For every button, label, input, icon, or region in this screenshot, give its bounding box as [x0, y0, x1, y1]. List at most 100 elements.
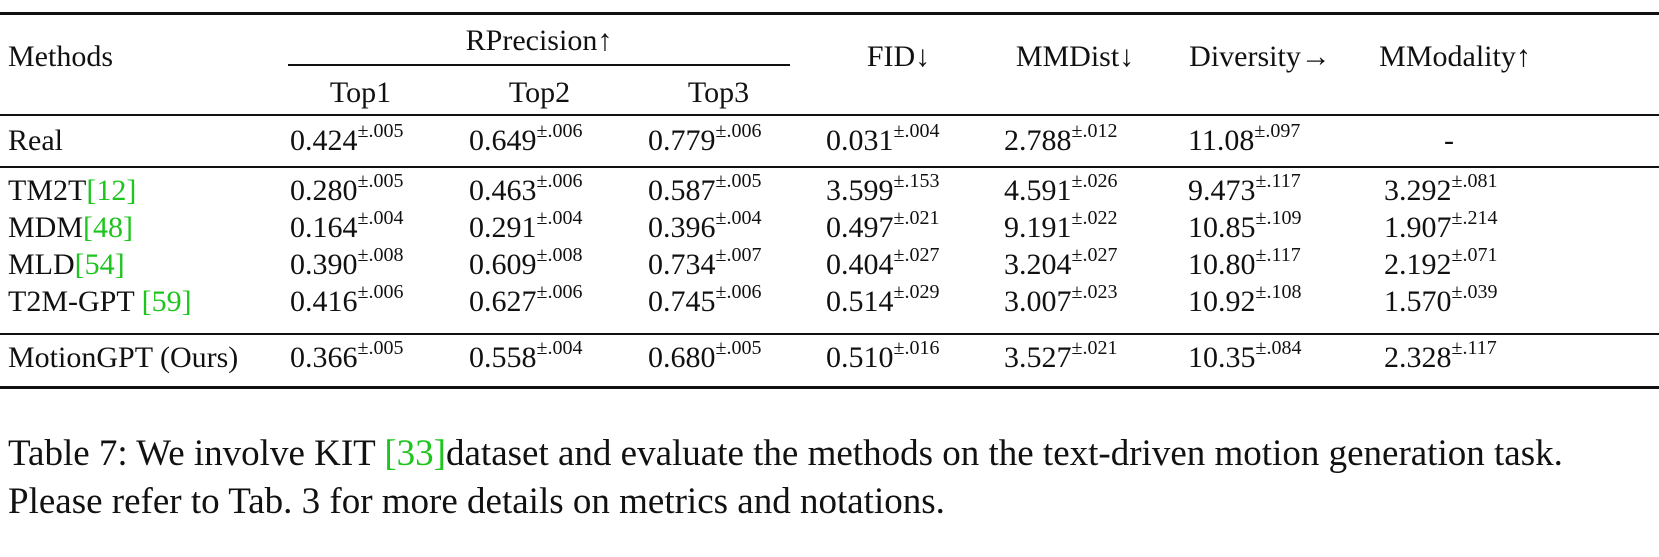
method-name: MDM — [8, 211, 84, 244]
cell-std: ±.004 — [893, 120, 940, 142]
cell-std: ±.097 — [1254, 120, 1301, 142]
cell-std: ±.006 — [536, 281, 583, 303]
cell-value: 11.08 — [1188, 124, 1255, 157]
cell-value: 0.424 — [290, 124, 358, 157]
cell-std: ±.005 — [357, 170, 404, 192]
table-cell: 0.366±.005 — [290, 338, 403, 375]
table-cell: 0.291±.004 — [469, 208, 582, 245]
cell-std: ±.108 — [1255, 281, 1302, 303]
table-cell: 10.35±.084 — [1188, 338, 1301, 375]
cell-std: ±.005 — [715, 337, 762, 359]
table-cell: 0.164±.004 — [290, 208, 403, 245]
table-cell: 0.627±.006 — [469, 282, 582, 319]
cell-value: 0.497 — [826, 211, 894, 244]
cell-std: ±.006 — [536, 120, 583, 142]
cell-std: ±.109 — [1255, 207, 1302, 229]
table-cell: 0.558±.004 — [469, 338, 582, 375]
caption-prefix: Table 7: We involve KIT — [8, 433, 385, 474]
method-citation: [59] — [141, 285, 192, 318]
table-cell: 0.779±.006 — [648, 121, 761, 158]
method-citation: [12] — [86, 174, 137, 207]
caption-rest: dataset and evaluate the methods on the … — [8, 433, 1563, 522]
cell-value: 0.587 — [648, 174, 716, 207]
cell-std: ±.016 — [893, 337, 940, 359]
row-method: Real — [8, 124, 63, 158]
cell-std: ±.022 — [1071, 207, 1118, 229]
table-cell: 3.527±.021 — [1004, 338, 1117, 375]
header-mmdist: MMDist↓ — [1015, 40, 1135, 73]
table-cell: 0.416±.006 — [290, 282, 403, 319]
cell-std: ±.081 — [1451, 170, 1498, 192]
cell-std: ±.007 — [715, 244, 762, 266]
cell-std: ±.214 — [1451, 207, 1498, 229]
table-cell: 2.788±.012 — [1004, 121, 1117, 158]
cell-value: 9.191 — [1004, 211, 1072, 244]
cell-value: 0.463 — [469, 174, 537, 207]
table-cell: 2.192±.071 — [1384, 245, 1497, 282]
header-mmodality: MModality↑ — [1379, 40, 1531, 73]
cell-value: 0.396 — [648, 211, 716, 244]
cell-value: - — [1444, 124, 1454, 157]
method-name: MotionGPT (Ours) — [8, 341, 239, 374]
cell-std: ±.008 — [357, 244, 404, 266]
row-method: T2M-GPT [59] — [8, 285, 192, 319]
top-rule — [0, 12, 1659, 15]
table-cell: 0.510±.016 — [826, 338, 939, 375]
table-cell: 2.328±.117 — [1384, 338, 1497, 375]
method-name: Real — [8, 124, 63, 157]
cell-std: ±.006 — [536, 170, 583, 192]
cell-value: 0.514 — [826, 285, 894, 318]
table-cell: 0.396±.004 — [648, 208, 761, 245]
table-cell: 0.649±.006 — [469, 121, 582, 158]
cell-value: 3.599 — [826, 174, 894, 207]
method-name: T2M-GPT — [8, 285, 142, 318]
cell-value: 4.591 — [1004, 174, 1072, 207]
header-top1: Top1 — [329, 76, 392, 109]
row-method: MLD[54] — [8, 248, 125, 282]
cell-value: 3.204 — [1004, 248, 1072, 281]
table-cell: 3.007±.023 — [1004, 282, 1117, 319]
table-cell: 10.92±.108 — [1188, 282, 1301, 319]
cell-value: 10.92 — [1188, 285, 1256, 318]
header-rule — [0, 114, 1659, 116]
method-citation: [48] — [83, 211, 133, 244]
cell-std: ±.004 — [536, 207, 583, 229]
cell-value: 9.473 — [1188, 174, 1256, 207]
baselines-rule — [0, 333, 1659, 335]
table-cell: 9.473±.117 — [1188, 171, 1301, 208]
cell-std: ±.029 — [893, 281, 940, 303]
caption-citation: [33] — [384, 433, 446, 474]
table-cell: 9.191±.022 — [1004, 208, 1117, 245]
cell-std: ±.004 — [715, 207, 762, 229]
bottom-rule — [0, 386, 1659, 389]
cell-value: 0.779 — [648, 124, 716, 157]
cell-std: ±.039 — [1451, 281, 1498, 303]
table-cell: 0.390±.008 — [290, 245, 403, 282]
method-name: TM2T — [8, 174, 87, 207]
cell-value: 0.649 — [469, 124, 537, 157]
cell-value: 0.390 — [290, 248, 358, 281]
cell-value: 0.366 — [290, 341, 358, 374]
cell-value: 0.510 — [826, 341, 894, 374]
table-cell: 10.80±.117 — [1188, 245, 1301, 282]
cell-value: 0.745 — [648, 285, 716, 318]
table-cell: 11.08±.097 — [1188, 121, 1300, 158]
table-cell: 1.907±.214 — [1384, 208, 1497, 245]
cell-value: 0.404 — [826, 248, 894, 281]
cell-value: 3.292 — [1384, 174, 1452, 207]
header-rprecision: RPrecision↑ — [465, 24, 613, 57]
table-cell: 0.734±.007 — [648, 245, 761, 282]
cell-value: 1.907 — [1384, 211, 1452, 244]
row-method: MDM[48] — [8, 211, 133, 245]
cell-std: ±.117 — [1451, 337, 1497, 359]
cell-value: 2.192 — [1384, 248, 1452, 281]
table-cell: 3.292±.081 — [1384, 171, 1497, 208]
table-cell: 0.404±.027 — [826, 245, 939, 282]
table-cell: 10.85±.109 — [1188, 208, 1301, 245]
header-top2: Top2 — [508, 76, 571, 109]
method-citation: [54] — [74, 248, 125, 281]
table-cell: 0.424±.005 — [290, 121, 403, 158]
table-cell: 0.497±.021 — [826, 208, 939, 245]
header-methods: Methods — [8, 40, 113, 73]
cell-std: ±.026 — [1071, 170, 1118, 192]
